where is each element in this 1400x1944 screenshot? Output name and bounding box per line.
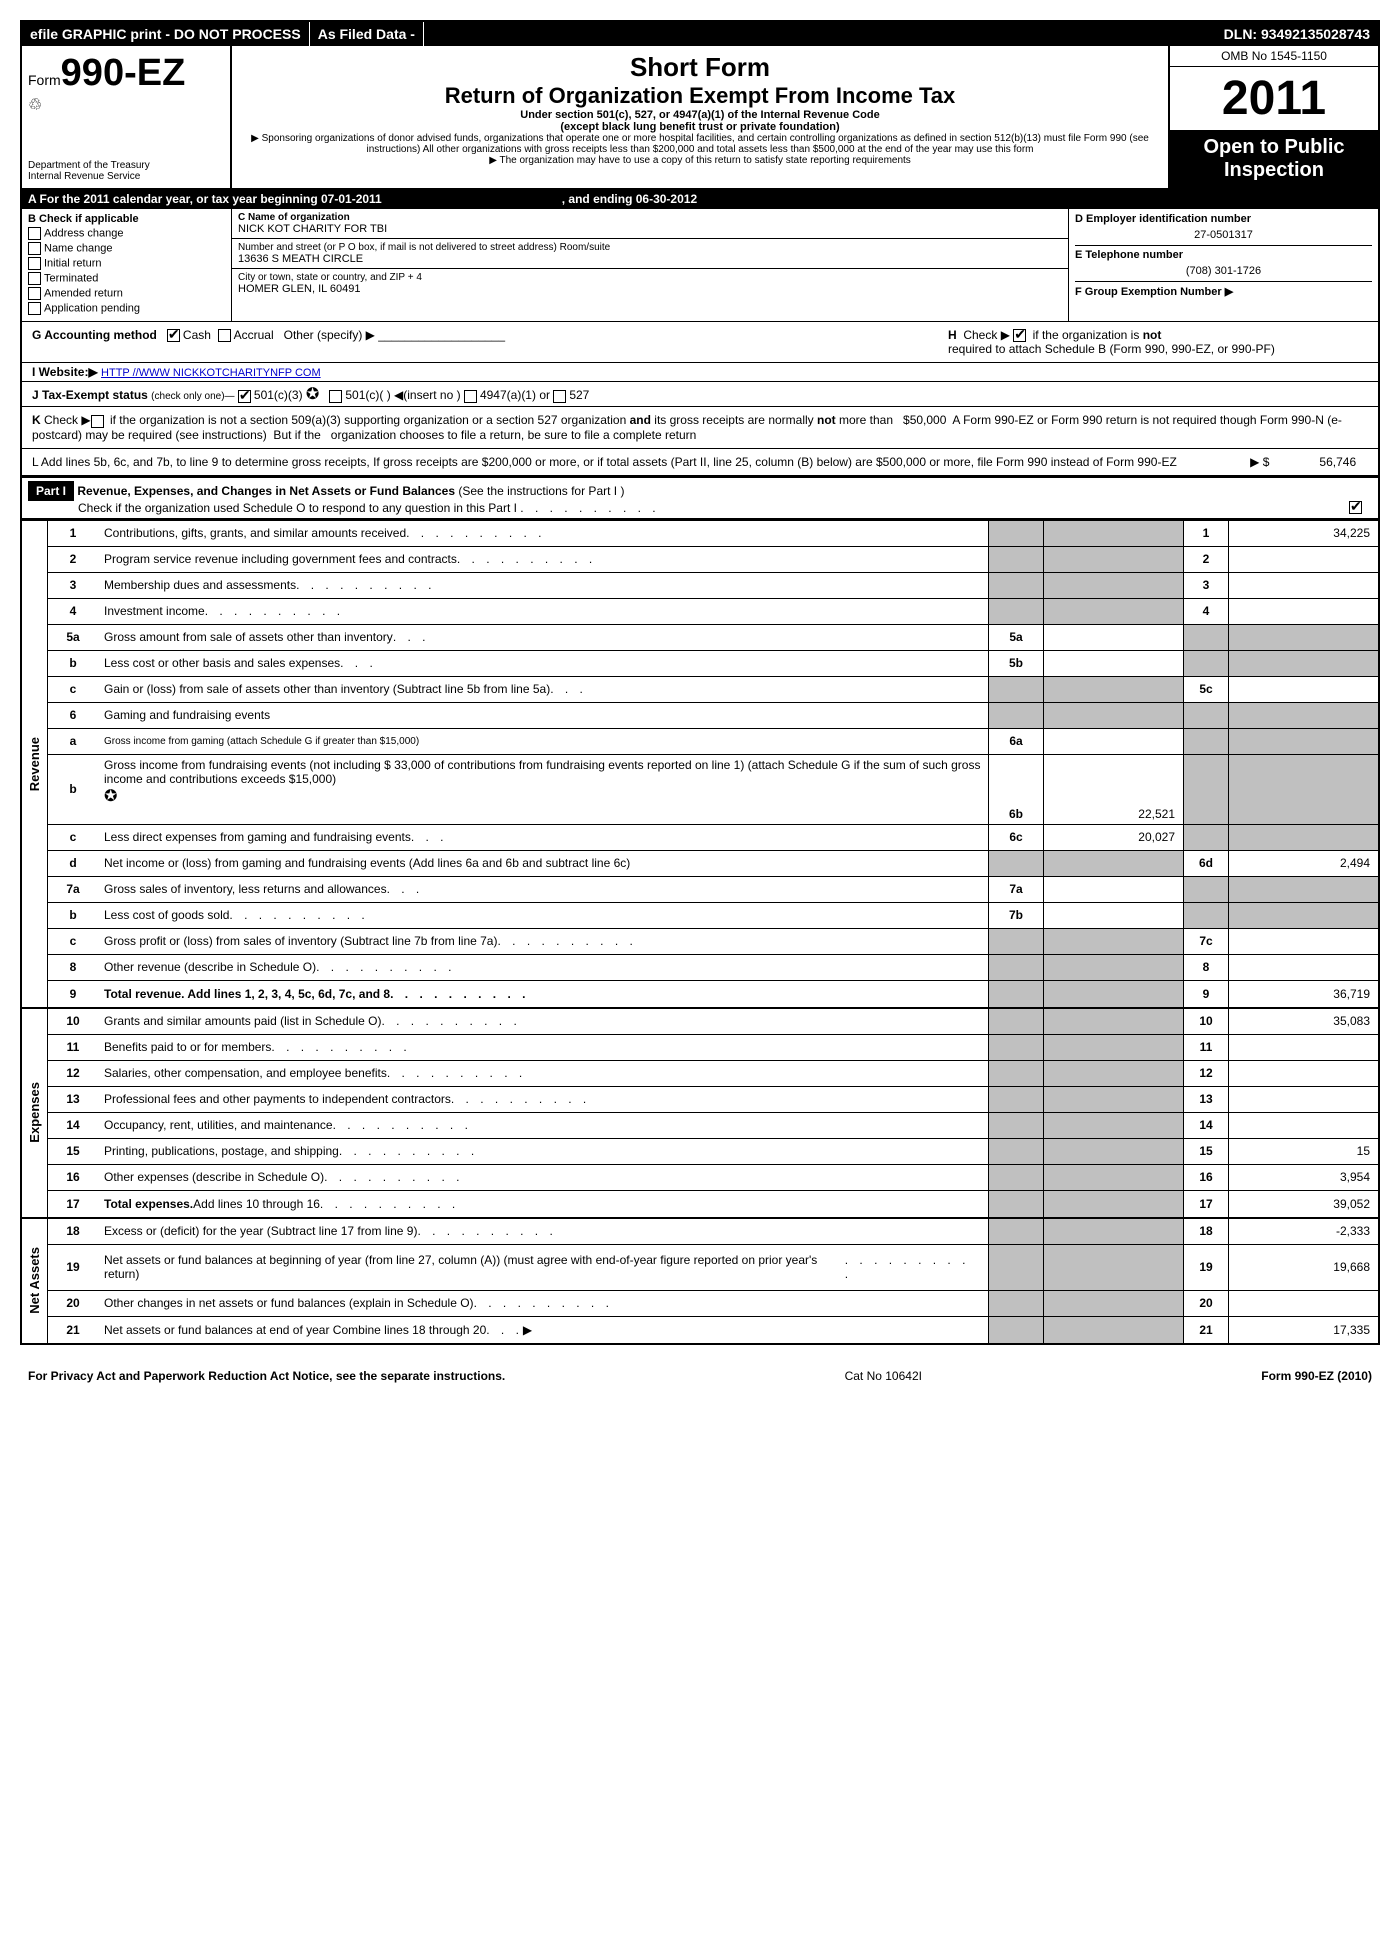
subtitle-2: (except black lung benefit trust or priv… <box>242 121 1158 133</box>
star-icon-2: ✪ <box>104 786 117 806</box>
revenue-table: Revenue 1Contributions, gifts, grants, a… <box>22 519 1378 1007</box>
cb-501c3[interactable] <box>238 390 251 403</box>
cb-schedule-b[interactable] <box>1013 329 1026 342</box>
gross-receipts: 56,746 <box>1319 455 1356 469</box>
side-revenue: Revenue <box>27 737 42 791</box>
section-bcdef: B Check if applicable Address change Nam… <box>22 209 1378 322</box>
dept-treasury: Department of the Treasury Internal Reve… <box>28 160 224 182</box>
phone: (708) 301-1726 <box>1075 265 1372 277</box>
topbar: efile GRAPHIC print - DO NOT PROCESS As … <box>22 22 1378 46</box>
line-10-amt: 35,083 <box>1228 1009 1378 1034</box>
header-note-2: ▶ The organization may have to use a cop… <box>242 155 1158 166</box>
cb-4947[interactable] <box>464 390 477 403</box>
line-21-amt: 17,335 <box>1228 1317 1378 1343</box>
section-g: G Accounting method Cash Accrual Other (… <box>32 328 505 356</box>
form-number: Form990-EZ ♲ <box>28 52 224 115</box>
short-form-label: Short Form <box>242 52 1158 83</box>
line-15-amt: 15 <box>1228 1139 1378 1164</box>
section-gh: G Accounting method Cash Accrual Other (… <box>22 322 1378 363</box>
form-990ez-page: efile GRAPHIC print - DO NOT PROCESS As … <box>20 20 1380 1345</box>
part-i-header: Part I Revenue, Expenses, and Changes in… <box>22 476 1378 519</box>
line-1-amt: 34,225 <box>1228 521 1378 546</box>
group-exemption: F Group Exemption Number ▶ <box>1075 281 1372 298</box>
asfiled-label: As Filed Data - <box>310 22 424 46</box>
cb-name-change[interactable] <box>28 242 41 255</box>
cb-section-k[interactable] <box>91 415 104 428</box>
page-footer: For Privacy Act and Paperwork Reduction … <box>20 1365 1380 1387</box>
recycle-icon: ♲ <box>28 97 42 114</box>
cb-amended[interactable] <box>28 287 41 300</box>
tax-year: 2011 <box>1170 67 1378 130</box>
line-6d-amt: 2,494 <box>1228 851 1378 876</box>
section-l: L Add lines 5b, 6c, and 7b, to line 9 to… <box>22 449 1378 476</box>
header: Form990-EZ ♲ Department of the Treasury … <box>22 46 1378 190</box>
section-i: I Website:▶ HTTP //WWW NICKKOTCHARITYNFP… <box>22 363 1378 382</box>
org-name: NICK KOT CHARITY FOR TBI <box>238 223 1062 235</box>
line-19-amt: 19,668 <box>1228 1245 1378 1290</box>
section-j: J Tax-Exempt status (check only one)— 50… <box>22 382 1378 407</box>
line-18-amt: -2,333 <box>1228 1219 1378 1244</box>
cb-accrual[interactable] <box>218 329 231 342</box>
efile-notice: efile GRAPHIC print - DO NOT PROCESS <box>22 22 310 46</box>
section-c: C Name of organization NICK KOT CHARITY … <box>232 209 1068 321</box>
section-k: K Check ▶ K Check ▶ if the organization … <box>22 407 1378 448</box>
open-public: Open to Public Inspection <box>1170 130 1378 188</box>
ein: 27-0501317 <box>1075 229 1372 241</box>
line-16-amt: 3,954 <box>1228 1165 1378 1190</box>
side-expenses: Expenses <box>27 1082 42 1143</box>
cb-cash[interactable] <box>167 329 180 342</box>
section-h: H Check ▶ if the organization is not req… <box>948 328 1368 356</box>
website-link[interactable]: HTTP //WWW NICKKOTCHARITYNFP COM <box>101 367 321 379</box>
line-17-amt: 39,052 <box>1228 1191 1378 1217</box>
line-6c-amt: 20,027 <box>1043 825 1183 850</box>
cb-527[interactable] <box>553 390 566 403</box>
subtitle-1: Under section 501(c), 527, or 4947(a)(1)… <box>242 109 1158 121</box>
cb-address-change[interactable] <box>28 227 41 240</box>
netassets-table: Net Assets 18Excess or (deficit) for the… <box>22 1217 1378 1343</box>
cb-schedule-o[interactable] <box>1349 501 1362 514</box>
line-9-amt: 36,719 <box>1228 981 1378 1007</box>
header-note-1: ▶ Sponsoring organizations of donor advi… <box>242 133 1158 155</box>
section-a: A For the 2011 calendar year, or tax yea… <box>22 190 1378 209</box>
section-def: D Employer identification number 27-0501… <box>1068 209 1378 321</box>
expenses-table: Expenses 10Grants and similar amounts pa… <box>22 1007 1378 1217</box>
org-street: 13636 S MEATH CIRCLE <box>238 253 1062 265</box>
cb-501c[interactable] <box>329 390 342 403</box>
omb-number: OMB No 1545-1150 <box>1170 46 1378 67</box>
cb-initial-return[interactable] <box>28 257 41 270</box>
return-title: Return of Organization Exempt From Incom… <box>242 83 1158 109</box>
section-b: B Check if applicable Address change Nam… <box>22 209 232 321</box>
cb-app-pending[interactable] <box>28 302 41 315</box>
star-icon: ✪ <box>306 386 319 403</box>
line-6b-amt: 22,521 <box>1043 755 1183 824</box>
cb-terminated[interactable] <box>28 272 41 285</box>
org-city: HOMER GLEN, IL 60491 <box>238 283 1062 295</box>
dln: DLN: 93492135028743 <box>1216 22 1378 46</box>
side-netassets: Net Assets <box>27 1247 42 1314</box>
